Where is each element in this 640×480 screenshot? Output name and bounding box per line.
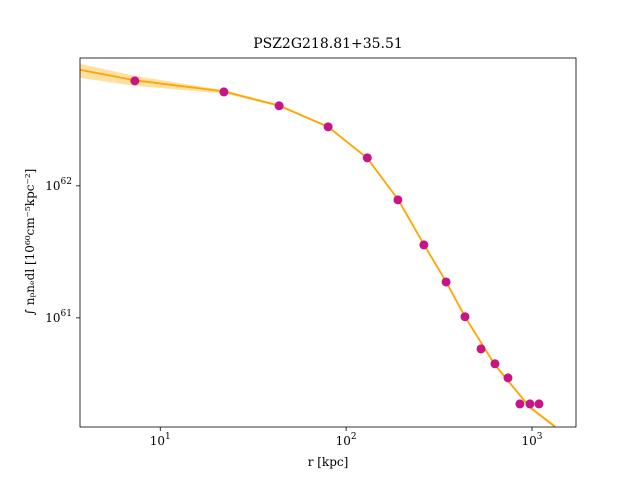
x-tick-label: 102 [336,432,357,448]
y-tick-label: 1061 [45,309,72,325]
data-point [219,87,229,97]
data-point [362,153,372,163]
data-point [419,240,429,250]
x-tick-label: 103 [521,432,542,448]
data-point [393,195,403,205]
data-point [476,344,486,354]
chart-title: PSZ2G218.81+35.51 [253,36,403,52]
fit-line [80,68,556,427]
data-point [323,122,333,132]
data-point [503,373,513,383]
plot-area [80,63,556,427]
data-point [441,277,451,287]
data-point [515,399,525,409]
axes-frame [79,57,577,428]
y-tick-label: 1062 [45,177,72,193]
data-point [490,359,500,369]
x-axis-label: r [kpc] [308,455,349,469]
data-point [130,76,140,86]
data-point [274,101,284,111]
data-point [534,399,544,409]
data-point [460,312,470,322]
fit-band [80,63,556,427]
x-tick-label: 101 [150,432,171,448]
data-point [525,399,535,409]
y-axis-label: ∫ nₚnₑdl [10⁶⁰cm⁻⁵kpc⁻²] [23,169,37,316]
